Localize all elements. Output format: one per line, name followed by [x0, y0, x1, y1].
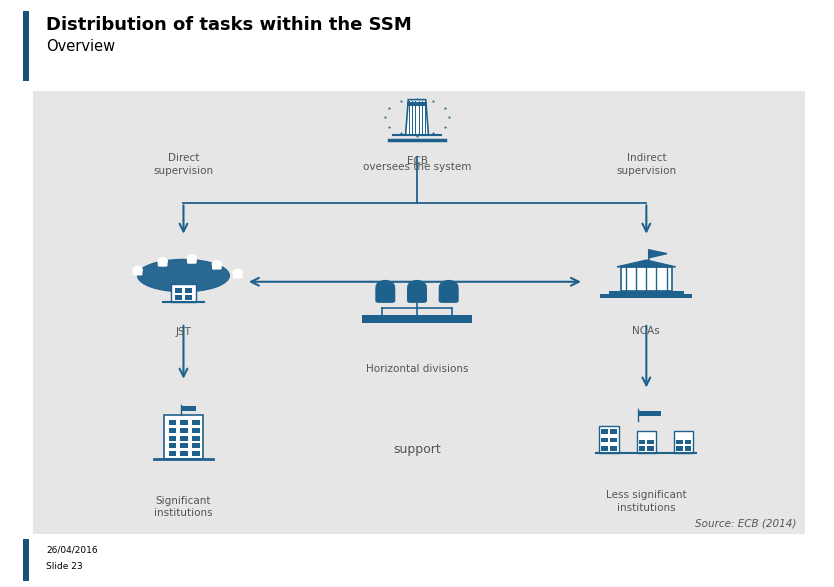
FancyBboxPatch shape: [675, 431, 693, 453]
Circle shape: [188, 255, 197, 261]
FancyBboxPatch shape: [180, 428, 188, 433]
FancyBboxPatch shape: [168, 428, 177, 433]
Circle shape: [133, 266, 142, 273]
FancyBboxPatch shape: [192, 443, 200, 448]
FancyBboxPatch shape: [168, 420, 177, 425]
Text: Source: ECB (2014): Source: ECB (2014): [695, 518, 796, 529]
FancyBboxPatch shape: [192, 420, 200, 425]
Circle shape: [212, 261, 222, 267]
FancyBboxPatch shape: [180, 443, 188, 448]
FancyBboxPatch shape: [609, 291, 684, 294]
FancyBboxPatch shape: [181, 406, 196, 411]
Text: oversees the system: oversees the system: [363, 162, 471, 173]
Text: 26/04/2016: 26/04/2016: [46, 545, 98, 555]
FancyBboxPatch shape: [168, 451, 177, 456]
FancyBboxPatch shape: [23, 539, 29, 581]
Text: Less significant
institutions: Less significant institutions: [606, 490, 686, 512]
FancyBboxPatch shape: [647, 446, 654, 451]
FancyBboxPatch shape: [432, 315, 472, 323]
FancyBboxPatch shape: [185, 288, 193, 293]
Polygon shape: [617, 260, 676, 267]
Text: Direct
supervision: Direct supervision: [153, 153, 214, 176]
FancyBboxPatch shape: [375, 287, 395, 303]
FancyBboxPatch shape: [621, 267, 671, 291]
FancyBboxPatch shape: [168, 436, 177, 440]
FancyBboxPatch shape: [174, 295, 182, 300]
FancyBboxPatch shape: [600, 430, 608, 434]
FancyBboxPatch shape: [187, 257, 197, 264]
FancyBboxPatch shape: [639, 446, 646, 451]
FancyBboxPatch shape: [600, 446, 608, 451]
FancyBboxPatch shape: [599, 426, 619, 453]
FancyBboxPatch shape: [180, 420, 188, 425]
FancyBboxPatch shape: [33, 91, 805, 534]
Circle shape: [376, 281, 394, 294]
FancyBboxPatch shape: [397, 315, 437, 323]
FancyBboxPatch shape: [158, 260, 168, 266]
FancyBboxPatch shape: [676, 446, 683, 451]
FancyBboxPatch shape: [685, 446, 691, 451]
FancyBboxPatch shape: [407, 102, 427, 106]
Polygon shape: [649, 250, 667, 258]
FancyBboxPatch shape: [180, 451, 188, 456]
Text: Significant
institutions: Significant institutions: [154, 496, 213, 518]
FancyBboxPatch shape: [676, 440, 683, 444]
FancyBboxPatch shape: [164, 415, 203, 459]
FancyBboxPatch shape: [439, 287, 459, 303]
FancyBboxPatch shape: [192, 451, 200, 456]
FancyBboxPatch shape: [180, 436, 188, 440]
FancyBboxPatch shape: [171, 284, 196, 302]
Text: support: support: [393, 443, 441, 456]
FancyBboxPatch shape: [407, 287, 427, 303]
Text: NCAs: NCAs: [632, 326, 661, 336]
Text: Slide 23: Slide 23: [46, 562, 83, 571]
Text: Overview: Overview: [46, 39, 115, 55]
FancyBboxPatch shape: [610, 430, 617, 434]
Circle shape: [440, 281, 458, 294]
Text: Horizontal divisions: Horizontal divisions: [366, 364, 468, 374]
Text: JST: JST: [175, 327, 192, 337]
FancyBboxPatch shape: [621, 265, 671, 267]
FancyBboxPatch shape: [192, 428, 200, 433]
FancyBboxPatch shape: [600, 438, 608, 443]
Polygon shape: [405, 100, 429, 135]
FancyBboxPatch shape: [637, 431, 656, 453]
FancyBboxPatch shape: [638, 411, 661, 416]
Ellipse shape: [138, 259, 229, 292]
FancyBboxPatch shape: [0, 0, 834, 91]
FancyBboxPatch shape: [233, 272, 243, 278]
FancyBboxPatch shape: [0, 534, 834, 587]
Circle shape: [408, 281, 426, 294]
Text: Indirect
supervision: Indirect supervision: [616, 153, 676, 176]
Circle shape: [158, 258, 167, 264]
FancyBboxPatch shape: [23, 11, 29, 81]
FancyBboxPatch shape: [362, 315, 402, 323]
FancyBboxPatch shape: [192, 436, 200, 440]
FancyBboxPatch shape: [639, 440, 646, 444]
FancyBboxPatch shape: [212, 263, 222, 269]
FancyBboxPatch shape: [174, 288, 182, 293]
FancyBboxPatch shape: [185, 295, 193, 300]
FancyBboxPatch shape: [647, 440, 654, 444]
FancyBboxPatch shape: [685, 440, 691, 444]
Text: ECB: ECB: [406, 156, 428, 166]
FancyBboxPatch shape: [133, 269, 143, 275]
Circle shape: [234, 269, 243, 276]
Text: Distribution of tasks within the SSM: Distribution of tasks within the SSM: [46, 16, 412, 34]
FancyBboxPatch shape: [600, 294, 692, 298]
FancyBboxPatch shape: [168, 443, 177, 448]
FancyBboxPatch shape: [610, 446, 617, 451]
FancyBboxPatch shape: [610, 438, 617, 443]
